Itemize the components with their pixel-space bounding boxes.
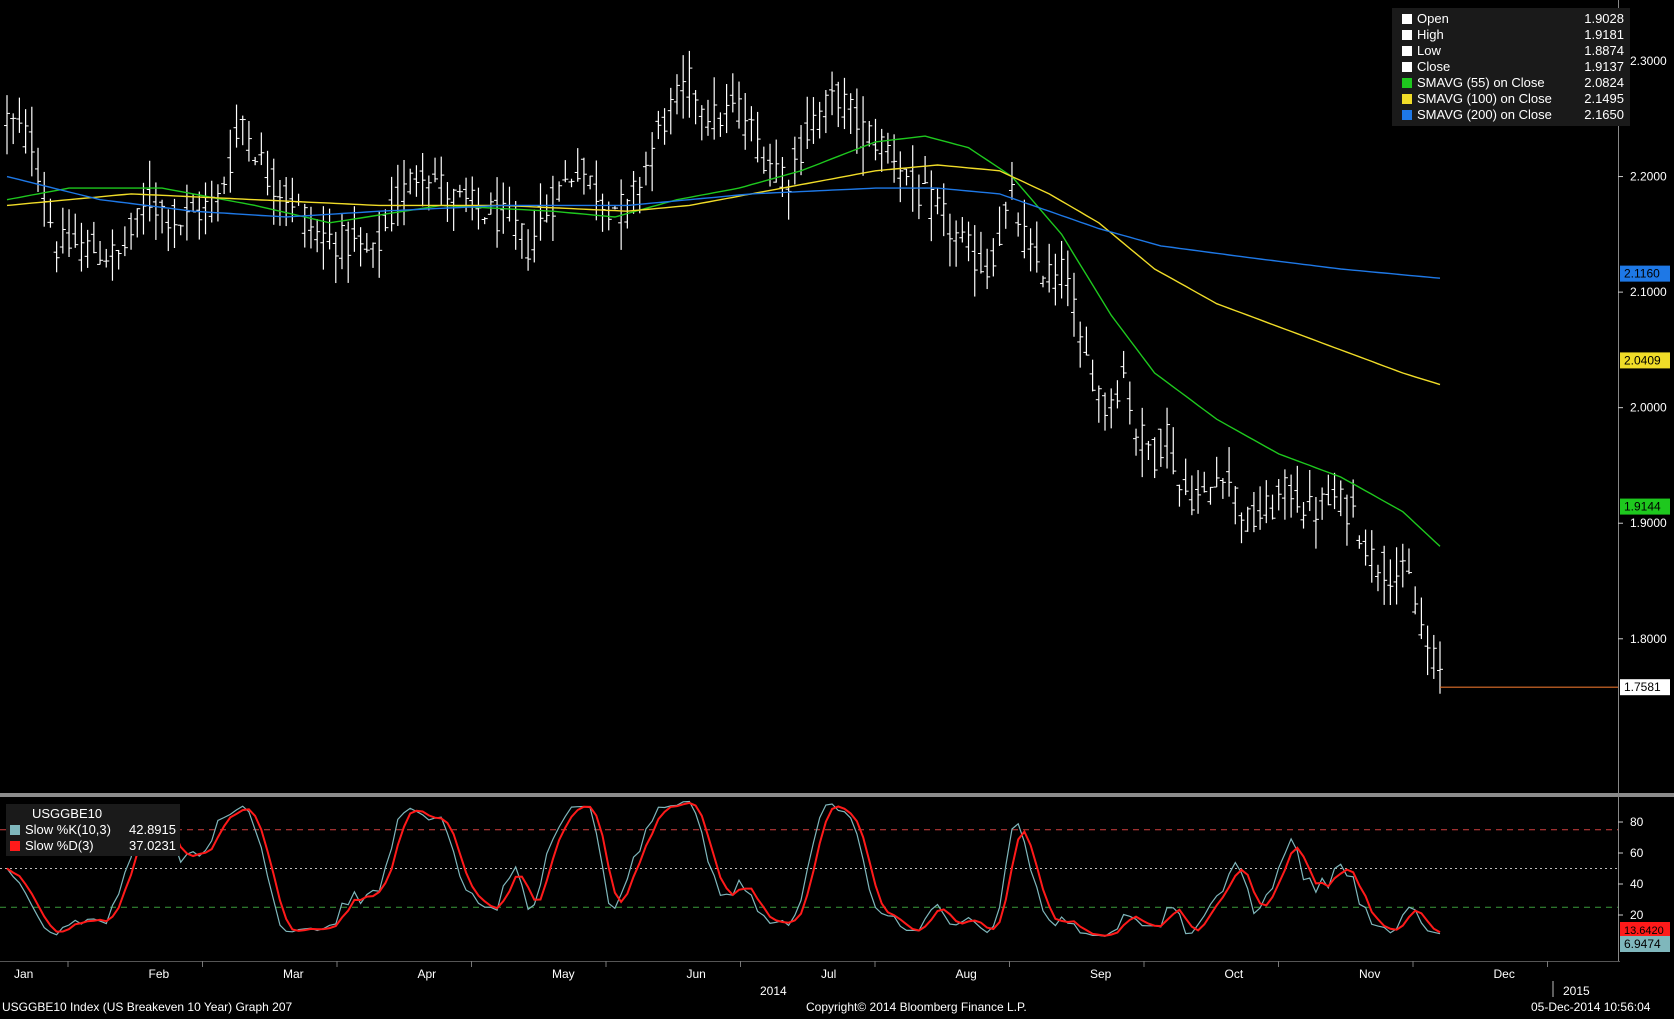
legend-row-high: High 1.9181 xyxy=(1402,27,1624,43)
oscillator-legend: USGGBE10 Slow %K(10,3) 42.8915 Slow %D(3… xyxy=(6,804,180,856)
legend-value-slow-k: 42.8915 xyxy=(129,822,176,837)
legend-row-slow-d: Slow %D(3) 37.0231 xyxy=(10,838,176,854)
legend-swatch-high xyxy=(1402,30,1412,40)
ma-last-value-badge-0 xyxy=(1620,498,1670,515)
legend-swatch-slow-k xyxy=(10,825,20,835)
month-label-jan: Jan xyxy=(14,967,33,981)
legend-label-sma100: SMAVG (100) on Close xyxy=(1417,91,1552,106)
osc-tick-label-1: 60 xyxy=(1630,846,1644,860)
oscillator-title: USGGBE10 xyxy=(32,806,103,821)
legend-row-slow-k: Slow %K(10,3) 42.8915 xyxy=(10,822,176,838)
legend-label-slow-k: Slow %K(10,3) xyxy=(25,822,111,837)
legend-swatch-low xyxy=(1402,46,1412,56)
ma-last-value-label-0: 1.9144 xyxy=(1624,500,1661,514)
legend-row-sma100: SMAVG (100) on Close 2.1495 xyxy=(1402,91,1624,107)
legend-swatch-slow-d xyxy=(10,841,20,851)
y-tick-label-0: 2.3000 xyxy=(1630,54,1667,68)
legend-label-close: Close xyxy=(1417,59,1451,74)
footer-index-label: USGGBE10 Index (US Breakeven 10 Year) Gr… xyxy=(2,1000,293,1014)
slow-k-last-badge xyxy=(1620,936,1670,952)
month-label-may: May xyxy=(552,967,575,981)
legend-value-open: 1.9028 xyxy=(1584,11,1624,26)
month-label-sep: Sep xyxy=(1090,967,1112,981)
last-price-label: 1.7581 xyxy=(1624,680,1661,694)
y-tick-label-3: 2.0000 xyxy=(1630,401,1667,415)
legend-swatch-sma55 xyxy=(1402,78,1412,88)
legend-swatch-sma200 xyxy=(1402,110,1412,120)
slow-d-last-badge xyxy=(1620,922,1670,936)
legend-row-close: Close 1.9137 xyxy=(1402,59,1624,75)
footer-copyright: Copyright© 2014 Bloomberg Finance L.P. xyxy=(806,1000,1027,1014)
month-label-feb: Feb xyxy=(149,967,170,981)
legend-label-sma55: SMAVG (55) on Close xyxy=(1417,75,1545,90)
legend-label-low: Low xyxy=(1417,43,1441,58)
legend-label-slow-d: Slow %D(3) xyxy=(25,838,94,853)
legend-label-high: High xyxy=(1417,27,1444,42)
month-label-nov: Nov xyxy=(1359,967,1380,981)
month-label-oct: Oct xyxy=(1225,967,1244,981)
panel-divider xyxy=(0,793,1674,797)
osc-tick-label-2: 40 xyxy=(1630,877,1644,891)
y-tick-label-5: 1.8000 xyxy=(1630,632,1667,646)
legend-swatch-close xyxy=(1402,62,1412,72)
moving-average-line-0 xyxy=(6,135,1441,547)
ma-last-value-label-2: 2.1160 xyxy=(1624,267,1660,281)
main-legend: Open 1.9028 High 1.9181 Low 1.8874 Close… xyxy=(1392,8,1630,126)
legend-value-high: 1.9181 xyxy=(1584,27,1624,42)
legend-row-sma55: SMAVG (55) on Close 2.0824 xyxy=(1402,75,1624,91)
legend-value-low: 1.8874 xyxy=(1584,43,1624,58)
y-tick-label-1: 2.2000 xyxy=(1630,170,1667,184)
month-label-jul: Jul xyxy=(821,967,836,981)
month-label-mar: Mar xyxy=(283,967,304,981)
ma-last-value-label-1: 2.0409 xyxy=(1624,353,1661,367)
month-label-dec: Dec xyxy=(1494,967,1515,981)
legend-swatch-open xyxy=(1402,14,1412,24)
legend-value-slow-d: 37.0231 xyxy=(129,838,176,853)
footer-timestamp: 05-Dec-2014 10:56:04 xyxy=(1531,1000,1651,1014)
year-label: 2014 xyxy=(760,984,787,998)
osc-tick-label-3: 20 xyxy=(1630,908,1644,922)
month-label-aug: Aug xyxy=(956,967,977,981)
slow-d-line xyxy=(6,801,1441,937)
legend-value-sma55: 2.0824 xyxy=(1584,75,1624,90)
legend-value-sma100: 2.1495 xyxy=(1584,91,1624,106)
legend-row-open: Open 1.9028 xyxy=(1402,11,1624,27)
moving-average-line-2 xyxy=(6,175,1441,279)
next-year-label: 2015 xyxy=(1563,984,1590,998)
legend-label-open: Open xyxy=(1417,11,1449,26)
slow-d-last-label: 13.6420 xyxy=(1624,925,1664,937)
ma-last-value-badge-1 xyxy=(1620,352,1670,369)
legend-row-sma200: SMAVG (200) on Close 2.1650 xyxy=(1402,107,1624,123)
legend-swatch-sma100 xyxy=(1402,94,1412,104)
slow-k-last-label: 6.9474 xyxy=(1624,937,1661,951)
legend-value-sma200: 2.1650 xyxy=(1584,107,1624,122)
legend-row-low: Low 1.8874 xyxy=(1402,43,1624,59)
osc-tick-label-0: 80 xyxy=(1630,815,1644,829)
ma-last-value-badge-2 xyxy=(1620,265,1670,282)
last-price-badge xyxy=(1620,679,1670,696)
legend-label-sma200: SMAVG (200) on Close xyxy=(1417,107,1552,122)
y-tick-label-2: 2.1000 xyxy=(1630,285,1667,299)
moving-average-line-1 xyxy=(6,164,1441,386)
month-label-jun: Jun xyxy=(687,967,706,981)
legend-value-close: 1.9137 xyxy=(1584,59,1624,74)
y-axis-line xyxy=(1618,0,1619,961)
time-axis-line xyxy=(0,961,1620,962)
y-tick-label-4: 1.9000 xyxy=(1630,516,1667,530)
month-label-apr: Apr xyxy=(418,967,437,981)
